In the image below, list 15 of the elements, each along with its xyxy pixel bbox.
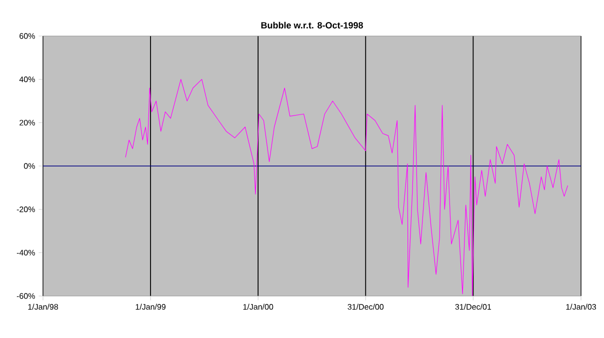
y-tick-label: 20% xyxy=(20,120,35,126)
chart-title: Bubble w.r.t. 8-Oct-1998 xyxy=(261,22,363,28)
x-tick-label: 1/Jan/03 xyxy=(566,304,596,310)
y-tick-label: 40% xyxy=(19,76,35,82)
x-tick-label: 1/Jan/98 xyxy=(28,304,58,310)
y-tick-label: 60% xyxy=(20,33,35,39)
x-tick-label: 1/Jan/00 xyxy=(243,304,274,310)
line-series xyxy=(125,79,568,296)
x-tick-label: 31/Dec/00 xyxy=(348,304,384,310)
y-tick-label: -40% xyxy=(16,250,35,256)
x-tick-label: 1/Jan/99 xyxy=(136,304,166,310)
y-tick-label: -20% xyxy=(16,206,35,212)
y-tick-label: 0% xyxy=(24,163,35,169)
y-tick-label: -60% xyxy=(16,293,35,299)
x-tick-label: 31/Dec/01 xyxy=(455,304,492,310)
